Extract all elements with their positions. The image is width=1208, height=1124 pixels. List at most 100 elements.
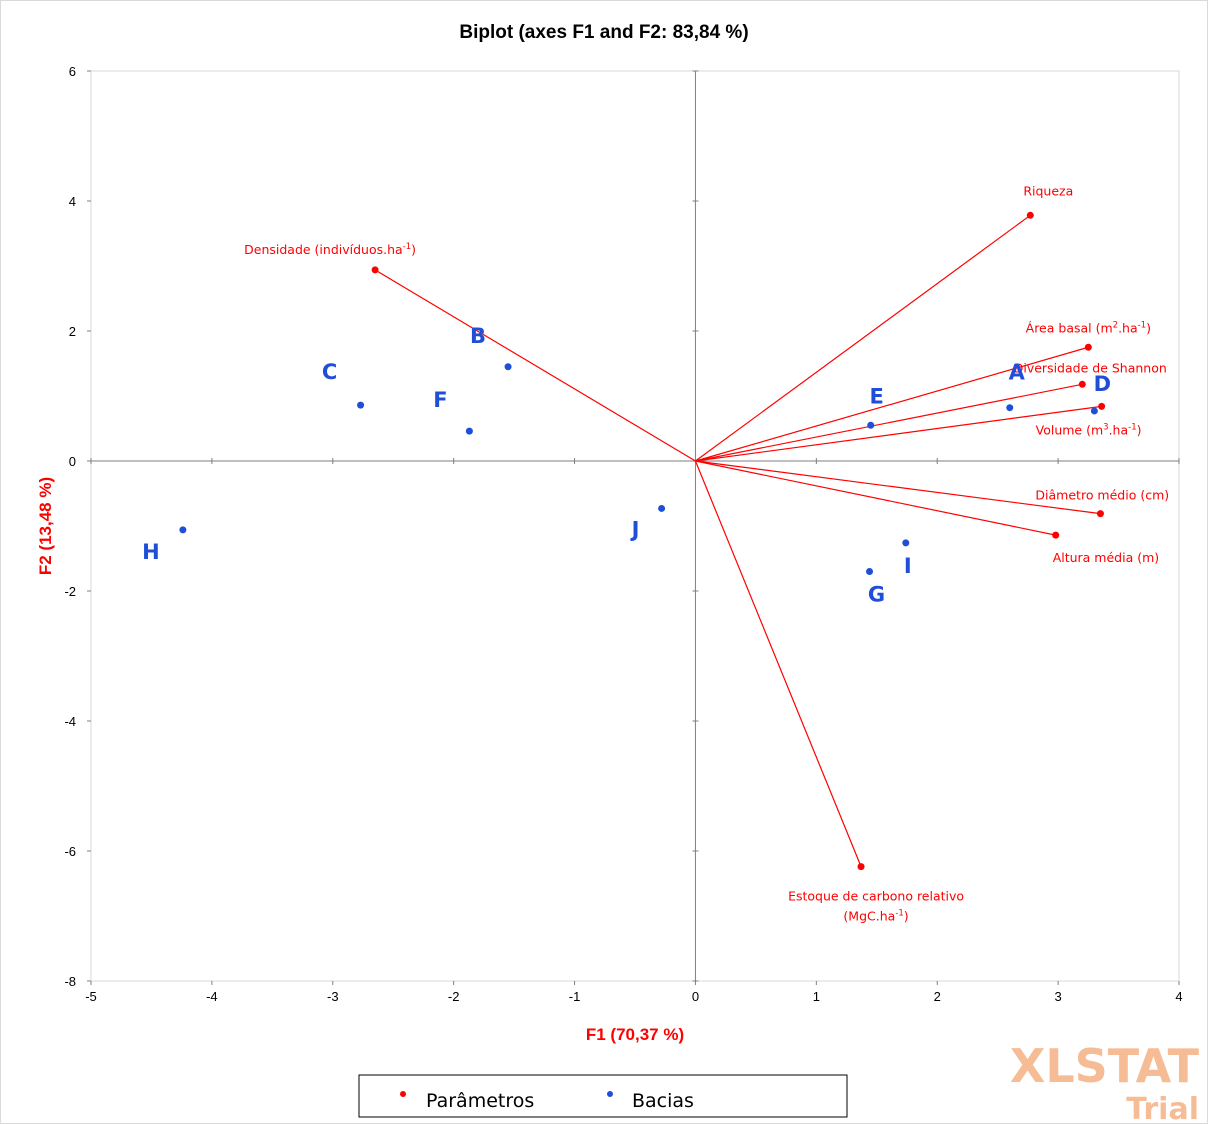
y-tick-labels: 6 4 2 0 -2 -4 -6 -8 (64, 64, 76, 989)
y-tick-label: -2 (64, 584, 76, 599)
basin-point (902, 539, 910, 547)
parameter-label: Diâmetro médio (cm) (1035, 488, 1169, 503)
parameter-label: Volume (m3.ha-1) (1036, 422, 1142, 437)
legend: Parâmetros Bacias (358, 1074, 848, 1118)
y-tick-label: 6 (69, 64, 76, 79)
basin-point (1006, 404, 1014, 412)
basin-points: A B C D E F G H I J (142, 324, 1111, 607)
parameter-vector (695, 214, 1031, 462)
parameter-label-part: ) (411, 242, 416, 257)
parameter-point (1084, 343, 1092, 351)
legend-label-parametros: Parâmetros (426, 1090, 534, 1112)
x-axis-title: F1 (70,37 %) (586, 1025, 684, 1044)
y-tick-label: 0 (69, 454, 76, 469)
basin-point (866, 568, 874, 575)
parameter-vector (695, 346, 1089, 462)
parameter-vector (695, 383, 1083, 462)
basin-label: A (1009, 361, 1026, 385)
parameter-label-part: Densidade (indivíduos.ha (244, 242, 403, 257)
parameter-vector (695, 460, 1101, 515)
parameter-label-part: .ha (1118, 320, 1138, 335)
parameter-label: Densidade (indivíduos.ha-1) (244, 242, 416, 257)
y-axis-title: F2 (13,48 %) (36, 477, 55, 575)
parameter-label-superscript: -1 (895, 909, 903, 919)
parameter-vector (695, 405, 1102, 462)
parameter-label-superscript: 3 (1103, 422, 1108, 432)
parameter-point (1078, 380, 1086, 388)
parameter-point (857, 863, 865, 871)
y-tick-label: -6 (64, 844, 76, 859)
basin-point (504, 363, 512, 371)
plot-area (90, 70, 1180, 982)
legend-marker-bacias (607, 1091, 613, 1097)
parameter-label: Altura média (m) (1053, 550, 1159, 565)
parameter-label-superscript: 2 (1113, 320, 1118, 330)
parameter-point (371, 266, 379, 274)
parameter-label-part: Estoque de carbono relativo (788, 889, 964, 904)
chart-title: Biplot (axes F1 and F2: 83,84 %) (459, 22, 748, 43)
parameter-label-part: ) (904, 909, 909, 924)
parameter-label-part: Riqueza (1023, 183, 1073, 198)
basin-point (179, 526, 187, 534)
parameter-label-part: Volume (m (1036, 422, 1104, 437)
watermark-trial: Trial (1126, 1092, 1199, 1123)
parameter-label-superscript: -1 (403, 242, 411, 252)
parameter-label-part: (MgC.ha (843, 909, 895, 924)
x-tick-label: 3 (1054, 989, 1061, 1004)
parameter-point (1052, 531, 1060, 539)
legend-box (358, 1074, 848, 1118)
basin-label: I (904, 554, 912, 578)
basin-label: H (142, 540, 160, 564)
legend-label-bacias: Bacias (632, 1090, 694, 1112)
x-tick-label: -4 (206, 989, 218, 1004)
x-tick-label: -3 (327, 989, 339, 1004)
axes (87, 70, 1180, 985)
parameter-label-part: Diâmetro médio (cm) (1035, 488, 1169, 503)
parameter-vector (374, 269, 696, 462)
parameter-label: Estoque de carbono relativo (788, 889, 964, 904)
parameter-label-part: Área basal (m (1026, 320, 1113, 335)
parameter-label: Riqueza (1023, 183, 1073, 198)
parameter-point (1026, 211, 1034, 219)
y-tick-label: 4 (69, 194, 76, 209)
x-tick-label: 1 (813, 989, 820, 1004)
basin-label: C (322, 360, 337, 384)
watermark-xlstat: XLSTAT (1010, 1039, 1200, 1093)
parameter-label-part: ) (1146, 320, 1151, 335)
y-tick-label: 2 (69, 324, 76, 339)
parameter-vector (695, 460, 1056, 536)
parameter-label-superscript: -1 (1138, 320, 1146, 330)
x-tick-label: -5 (85, 989, 97, 1004)
parameter-point (1096, 510, 1104, 518)
x-tick-label: 0 (692, 989, 699, 1004)
x-tick-label: 2 (934, 989, 941, 1004)
legend-marker-parametros (400, 1091, 406, 1097)
parameter-label: Área basal (m2.ha-1) (1026, 320, 1151, 335)
basin-label: F (433, 388, 447, 412)
parameter-label-part: Diversidade de Shannon (1014, 360, 1167, 375)
basin-label: B (470, 324, 486, 348)
x-tick-label: 4 (1175, 989, 1182, 1004)
parameter-label-line2: (MgC.ha-1) (843, 909, 908, 924)
basin-label: J (630, 517, 640, 541)
x-tick-labels: -5 -4 -3 -2 -1 0 1 2 3 4 (85, 989, 1182, 1004)
basin-point (1090, 407, 1098, 415)
parameter-label: Diversidade de Shannon (1014, 360, 1167, 375)
parameter-label-part: Altura média (m) (1053, 550, 1159, 565)
x-tick-label: -1 (569, 989, 581, 1004)
parameter-point (1098, 402, 1106, 410)
parameter-label-part: ) (1137, 422, 1142, 437)
basin-label: E (870, 384, 884, 408)
basin-label: G (868, 583, 885, 607)
y-tick-label: -8 (64, 974, 76, 989)
basin-point (465, 427, 473, 435)
y-tick-label: -4 (64, 714, 76, 729)
basin-label: D (1094, 372, 1111, 396)
basin-point (357, 401, 365, 409)
parameter-label-part: .ha (1109, 422, 1129, 437)
parameter-label-superscript: -1 (1128, 422, 1136, 432)
parameter-vector (694, 460, 862, 867)
